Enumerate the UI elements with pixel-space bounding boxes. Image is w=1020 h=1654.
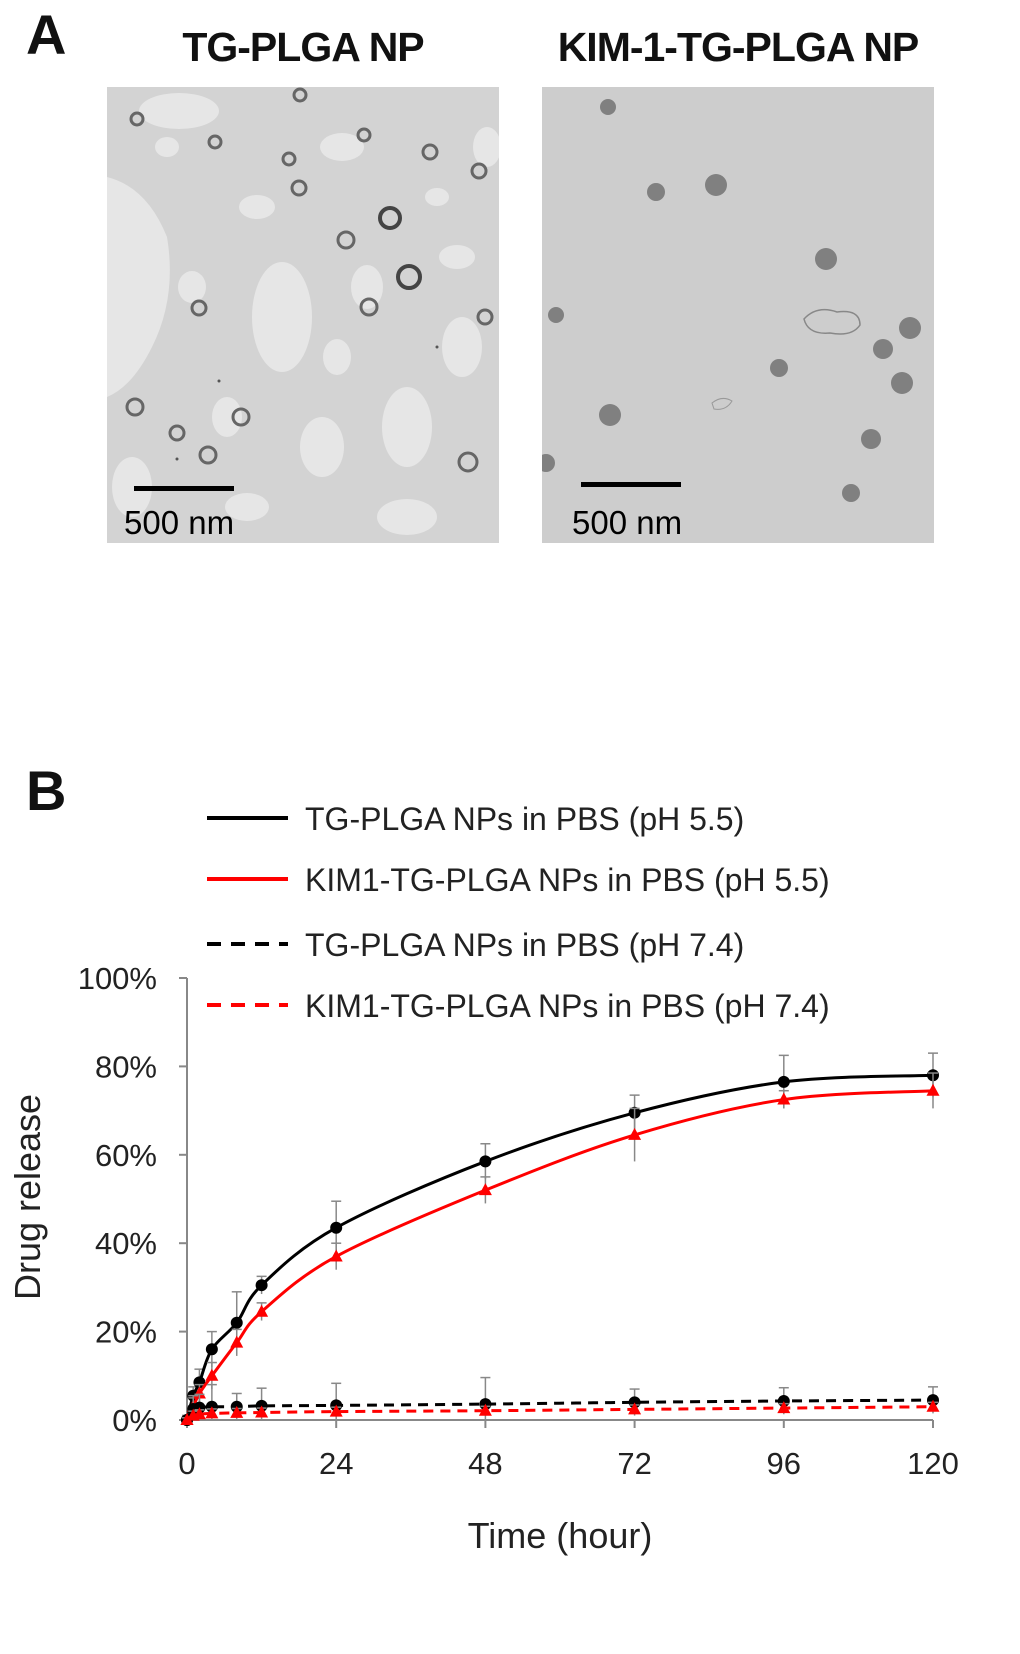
- data-point: [255, 1304, 269, 1317]
- data-point: [777, 1092, 791, 1105]
- x-axis-label: Time (hour): [468, 1515, 653, 1556]
- data-point: [180, 1413, 194, 1425]
- x-tick-label: 48: [468, 1446, 502, 1481]
- data-point: [329, 1249, 343, 1262]
- legend-label: KIM1-TG-PLGA NPs in PBS (pH 5.5): [305, 862, 830, 898]
- series-line: [186, 1405, 934, 1422]
- data-point: [192, 1407, 206, 1420]
- y-tick-label: 0%: [112, 1403, 157, 1438]
- data-point: [230, 1335, 244, 1348]
- data-point: [478, 1183, 492, 1196]
- scale-bar: [134, 486, 234, 491]
- x-tick-label: 24: [319, 1446, 353, 1481]
- y-tick-label: 60%: [95, 1138, 157, 1173]
- y-tick-label: 40%: [95, 1226, 157, 1261]
- tem-title-kim1-tg-plga-np: KIM-1-TG-PLGA NP: [557, 24, 920, 70]
- legend-label: KIM1-TG-PLGA NPs in PBS (pH 7.4): [305, 988, 830, 1024]
- x-tick-label: 120: [907, 1446, 959, 1481]
- data-point: [478, 1403, 492, 1416]
- legend: TG-PLGA NPs in PBS (pH 5.5) KIM1-TG-PLGA …: [207, 801, 830, 1024]
- data-point: [926, 1399, 940, 1412]
- x-tick-label: 96: [767, 1446, 801, 1481]
- y-axis-label: Drug release: [7, 1094, 48, 1300]
- data-point: [205, 1343, 218, 1356]
- scale-label: 500 nm: [124, 504, 234, 541]
- data-point: [205, 1368, 219, 1381]
- data-point: [926, 1083, 940, 1096]
- x-tick-label: 0: [178, 1446, 195, 1481]
- plot-area: [180, 1052, 940, 1426]
- panel-b-label: B: [26, 759, 67, 822]
- tem-image-kim1-tg-plga-np: 500 nm: [542, 87, 934, 543]
- y-tick-label: 80%: [95, 1049, 157, 1084]
- data-point: [255, 1405, 269, 1418]
- legend-label: TG-PLGA NPs in PBS (pH 5.5): [305, 801, 744, 837]
- series-2: [180, 1072, 940, 1425]
- tem-title-tg-plga-np: TG-PLGA NP: [182, 24, 424, 70]
- series-4: [180, 1399, 940, 1425]
- data-point: [777, 1401, 791, 1414]
- data-point: [628, 1127, 642, 1140]
- x-tick-label: 72: [617, 1446, 651, 1481]
- panel-a-label: A: [26, 3, 67, 66]
- series-line: [185, 1089, 934, 1421]
- data-point: [230, 1405, 244, 1418]
- data-point: [255, 1279, 268, 1292]
- series-1: [181, 1052, 939, 1426]
- data-point: [205, 1406, 219, 1419]
- legend-label: TG-PLGA NPs in PBS (pH 7.4): [305, 927, 744, 963]
- data-point: [193, 1376, 206, 1389]
- y-tick-label: 100%: [78, 961, 157, 996]
- scale-label: 500 nm: [572, 504, 682, 541]
- data-point: [330, 1221, 343, 1234]
- data-point: [777, 1075, 790, 1088]
- y-tick-label: 20%: [95, 1315, 157, 1350]
- series-3: [181, 1376, 939, 1426]
- series-line: [185, 1073, 934, 1421]
- data-point: [230, 1316, 243, 1329]
- tem-image-tg-plga-np: 500 nm: [107, 87, 499, 543]
- scale-bar: [581, 482, 681, 487]
- drug-release-chart: TG-PLGA NPs in PBS (pH 5.5) KIM1-TG-PLGA …: [7, 801, 959, 1556]
- axes: 0% 20% 40% 60% 80% 100% 0 24 48 72 96 120: [78, 961, 959, 1481]
- data-point: [628, 1402, 642, 1415]
- data-point: [479, 1155, 492, 1168]
- data-point: [329, 1404, 343, 1417]
